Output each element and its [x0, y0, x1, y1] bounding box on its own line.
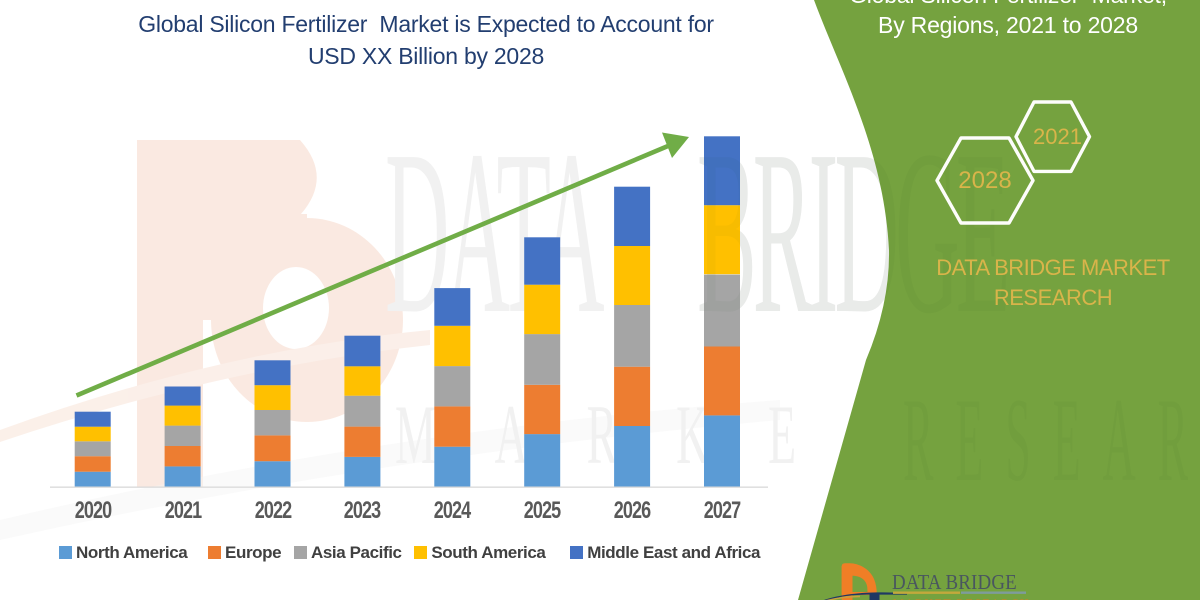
svg-text:DATA: DATA [385, 103, 604, 362]
svg-text:RESEARCH: RESEARCH [903, 373, 1200, 507]
